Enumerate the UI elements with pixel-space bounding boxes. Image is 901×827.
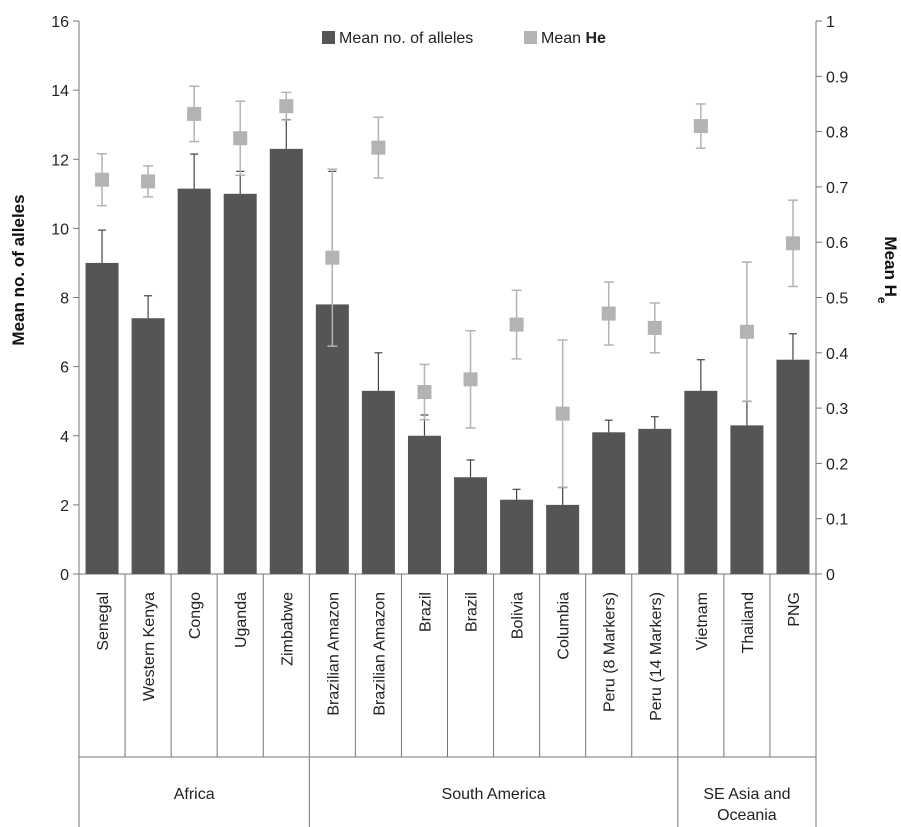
he-marker (141, 174, 156, 189)
he-marker (601, 306, 616, 321)
y-left-tick-label: 4 (60, 429, 69, 446)
y-right-tick-label: 0.6 (826, 235, 848, 252)
group-label: South America (442, 786, 546, 803)
group-label-line: SE Asia and (703, 786, 790, 803)
y-right-tick-label: 0.5 (826, 291, 848, 308)
category-label: Senegal (95, 592, 112, 651)
bar (361, 390, 395, 574)
he-marker (371, 140, 386, 155)
y-right-tick-label: 0.7 (826, 180, 848, 197)
he-marker (693, 119, 708, 134)
y-right-axis-title-main: Mean H (881, 236, 900, 296)
he-marker (647, 320, 662, 335)
category-label: Brazil (417, 592, 434, 632)
group-label-line: Oceania (717, 807, 777, 824)
bar (223, 193, 257, 574)
bar (500, 499, 534, 574)
category-label: Brazilian Amazon (371, 592, 388, 716)
bar-series (85, 148, 810, 575)
bar (730, 425, 764, 574)
y-left-tick-label: 0 (60, 567, 69, 584)
y-left-tick-label: 10 (51, 221, 69, 238)
category-label: Columbia (556, 592, 573, 660)
y-right-tick-label: 0.2 (826, 456, 848, 473)
category-label: Bolivia (510, 592, 527, 639)
y-left-tick-label: 16 (51, 14, 69, 31)
he-marker (187, 106, 202, 121)
axes: 0 2 4 6 8 10 12 14 16 0 0.1 0.2 0.3 0.4 0.5 0.6 0.7 0.8 0.… (51, 14, 848, 827)
y-right-tick-label: 1 (826, 14, 835, 31)
bar (85, 262, 119, 574)
legend: Mean no. of alleles Mean He (322, 30, 606, 47)
y-left-tick-label: 6 (60, 360, 69, 377)
he-marker (233, 131, 248, 146)
legend-label-he-bold: He (585, 30, 606, 47)
group-label: SE Asia and Oceania (703, 786, 790, 824)
he-marker (95, 172, 110, 187)
category-label: Brazilian Amazon (325, 592, 342, 716)
he-marker (739, 324, 754, 339)
bar (407, 435, 441, 574)
y-right-axis-title: Mean He (875, 236, 900, 303)
y-right-tick-label: 0.9 (826, 69, 848, 86)
category-label: Peru (8 Markers) (602, 592, 619, 712)
legend-swatch-alleles (322, 31, 335, 44)
bar (546, 504, 580, 574)
y-left-tick-label: 8 (60, 291, 69, 308)
category-labels: Africa South America SE Asia and Oceania Sen… (95, 592, 803, 824)
legend-label-he-prefix: Mean (541, 30, 585, 47)
y-right-tick-label: 0.8 (826, 125, 848, 142)
legend-swatch-he (524, 31, 537, 44)
he-marker (555, 406, 570, 421)
y-left-tick-label: 2 (60, 498, 69, 515)
he-marker (417, 385, 432, 400)
legend-label-he: Mean He (541, 30, 606, 47)
marker-series (95, 99, 800, 421)
he-marker (509, 317, 524, 332)
y-left-tick-label: 12 (51, 152, 69, 169)
category-label: Vietnam (694, 592, 711, 650)
y-left-tick-label: 14 (51, 83, 69, 100)
y-right-tick-label: 0 (826, 567, 835, 584)
he-marker (785, 236, 800, 251)
category-label: Zimbabwe (279, 592, 296, 666)
legend-label-alleles: Mean no. of alleles (339, 30, 473, 47)
y-right-tick-label: 0.3 (826, 401, 848, 418)
category-label: PNG (786, 592, 803, 627)
y-right-axis-title-sub: e (875, 297, 889, 304)
y-right-tick-label: 0.1 (826, 512, 848, 529)
bar (638, 428, 672, 574)
bar (177, 188, 211, 575)
bar (315, 304, 349, 574)
bar (592, 432, 626, 574)
bar (684, 390, 718, 574)
bar (454, 477, 488, 574)
category-label: Congo (187, 592, 204, 639)
he-marker (463, 372, 478, 387)
group-label: Africa (174, 786, 215, 803)
category-label: Brazil (464, 592, 481, 632)
category-label: Western Kenya (141, 592, 158, 701)
category-label: Peru (14 Markers) (648, 592, 665, 721)
bar (269, 148, 303, 574)
bar (776, 359, 810, 574)
bar (131, 318, 165, 574)
he-marker (325, 250, 340, 265)
y-right-tick-label: 0.4 (826, 346, 848, 363)
category-label: Uganda (233, 592, 250, 648)
y-left-axis-title: Mean no. of alleles (9, 194, 28, 345)
he-marker (279, 99, 294, 114)
category-label: Thailand (740, 592, 757, 653)
